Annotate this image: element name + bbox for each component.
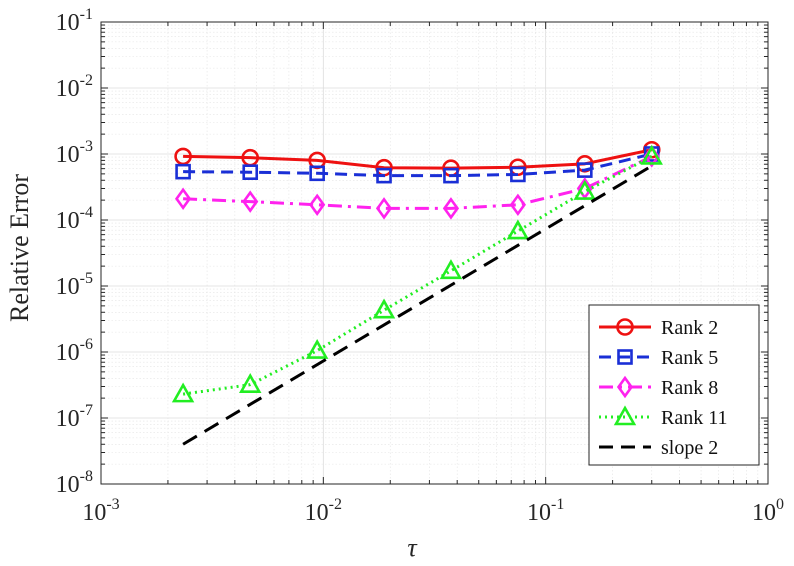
x-axis-label: τ — [407, 533, 418, 562]
y-tick-label: 10-6 — [56, 336, 93, 366]
data-point — [171, 382, 195, 403]
data-point — [372, 298, 396, 319]
legend-label: Rank 5 — [661, 347, 718, 369]
data-point — [242, 190, 259, 213]
legend-label: slope 2 — [661, 437, 718, 459]
data-point — [242, 164, 259, 180]
data-point — [640, 144, 663, 165]
data-point — [577, 162, 593, 178]
series-rank-5 — [175, 146, 660, 184]
legend-label: Rank 2 — [661, 317, 718, 339]
y-tick-label: 10-4 — [56, 204, 93, 234]
series-line — [182, 155, 653, 396]
x-tick-label: 10-3 — [82, 496, 119, 526]
data-point — [175, 163, 191, 180]
legend-marker — [613, 405, 637, 426]
legend-marker — [617, 349, 633, 365]
data-point — [510, 166, 526, 183]
legend-box — [588, 304, 760, 466]
legend-item: slope 2 — [599, 437, 718, 459]
data-point — [375, 197, 393, 220]
series-layer — [171, 140, 663, 446]
series-line — [183, 148, 653, 170]
data-point — [305, 338, 329, 359]
y-tick-label: 10-2 — [56, 72, 93, 102]
x-tick-label: 100 — [752, 496, 784, 526]
series-line — [183, 155, 653, 210]
axes-box — [100, 21, 769, 485]
data-point — [239, 373, 262, 393]
ticks — [100, 21, 769, 485]
tick-labels: 10-3 10-2 10-1 100 10-8 10-7 10-6 10-5 10-4 10-3 1… — [56, 6, 784, 526]
y-tick-label: 10-1 — [56, 6, 93, 36]
data-point — [376, 167, 392, 184]
data-point — [309, 165, 325, 182]
legend-item: Rank 8 — [599, 375, 718, 399]
series-rank-11 — [171, 144, 663, 403]
y-axis-label: Relative Error — [5, 174, 34, 322]
legend-item: Rank 2 — [599, 317, 718, 339]
x-tick-label: 10-1 — [527, 496, 564, 526]
legend-marker — [616, 375, 634, 399]
y-tick-label: 10-7 — [56, 402, 93, 432]
data-point — [506, 219, 530, 240]
y-tick-label: 10-3 — [56, 138, 93, 168]
x-tick-label: 10-2 — [305, 496, 342, 526]
data-point — [443, 167, 459, 184]
data-point — [309, 193, 326, 217]
legend-item: Rank 5 — [599, 347, 718, 369]
series-line — [183, 152, 653, 178]
legend-item: Rank 11 — [599, 405, 727, 429]
legend-label: Rank 11 — [661, 407, 727, 429]
data-point — [174, 187, 192, 210]
data-point — [439, 259, 463, 280]
legend: Rank 2 Rank 5 Rank 8 Rank 11 slope 2 — [588, 304, 760, 466]
series-line — [182, 164, 653, 446]
legend-marker — [616, 318, 634, 336]
data-point — [509, 193, 526, 217]
data-point — [573, 179, 597, 200]
series-slope-2 — [182, 164, 653, 446]
legend-label: Rank 8 — [661, 377, 718, 399]
y-tick-label: 10-8 — [56, 468, 93, 498]
data-point — [442, 197, 460, 220]
y-tick-label: 10-5 — [56, 270, 93, 300]
